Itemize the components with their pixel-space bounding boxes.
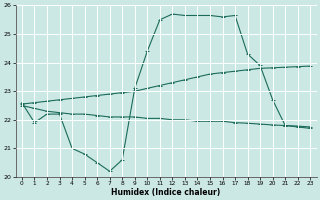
X-axis label: Humidex (Indice chaleur): Humidex (Indice chaleur) — [111, 188, 221, 197]
